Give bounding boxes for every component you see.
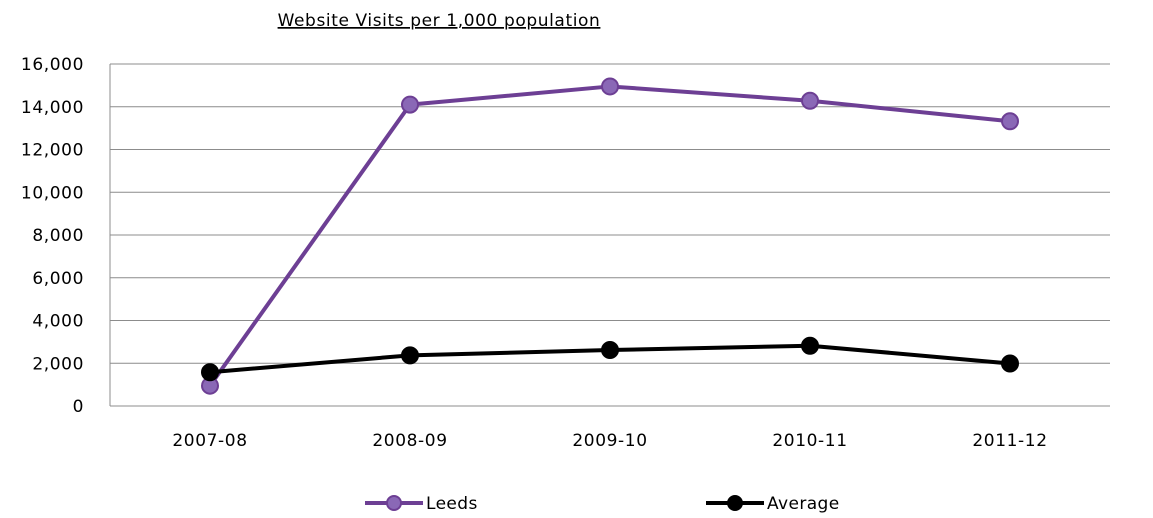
y-tick-label: 8,000 [32, 226, 84, 246]
data-point-leeds [1001, 112, 1019, 131]
x-tick-label: 2010-11 [772, 431, 847, 451]
y-tick-label: 2,000 [32, 354, 84, 374]
data-point-leeds [801, 91, 819, 110]
legend-label: Leeds [426, 494, 478, 514]
gridlines [109, 63, 1110, 407]
legend-swatch-marker [386, 495, 402, 511]
legend-swatch-marker [727, 495, 743, 511]
legend: Leeds Average [365, 494, 840, 514]
y-tick-label: 4,000 [32, 312, 84, 332]
data-point-leeds [601, 77, 619, 96]
data-point-average [201, 363, 219, 382]
legend-item-average: Average [706, 494, 840, 514]
y-tick-label: 6,000 [32, 269, 84, 289]
data-point-average [1001, 354, 1019, 373]
data-point-average [401, 346, 419, 365]
x-tick-label: 2009-10 [572, 431, 647, 451]
data-point-leeds [401, 95, 419, 114]
series-layer [201, 77, 1019, 395]
y-tick-label: 10,000 [21, 183, 84, 203]
x-tick-label: 2008-09 [372, 431, 447, 451]
legend-item-leeds: Leeds [365, 494, 478, 514]
data-point-average [601, 340, 619, 359]
x-tick-label: 2011-12 [972, 431, 1047, 451]
y-axis-tick-labels: 16,000 14,000 12,000 10,000 8,000 6,000 4,000 2… [21, 55, 84, 417]
data-point-average [801, 336, 819, 355]
x-axis-tick-labels: 2007-08 2008-09 2009-10 2010-11 2011-12 [172, 431, 1047, 451]
y-tick-label: 12,000 [21, 141, 84, 161]
chart-title: Website Visits per 1,000 population [278, 11, 601, 31]
y-tick-label: 14,000 [21, 98, 84, 118]
y-tick-label: 16,000 [21, 55, 84, 75]
legend-label: Average [767, 494, 840, 514]
y-tick-label: 0 [73, 397, 84, 417]
series-line-leeds [208, 84, 1011, 387]
x-tick-label: 2007-08 [172, 431, 247, 451]
